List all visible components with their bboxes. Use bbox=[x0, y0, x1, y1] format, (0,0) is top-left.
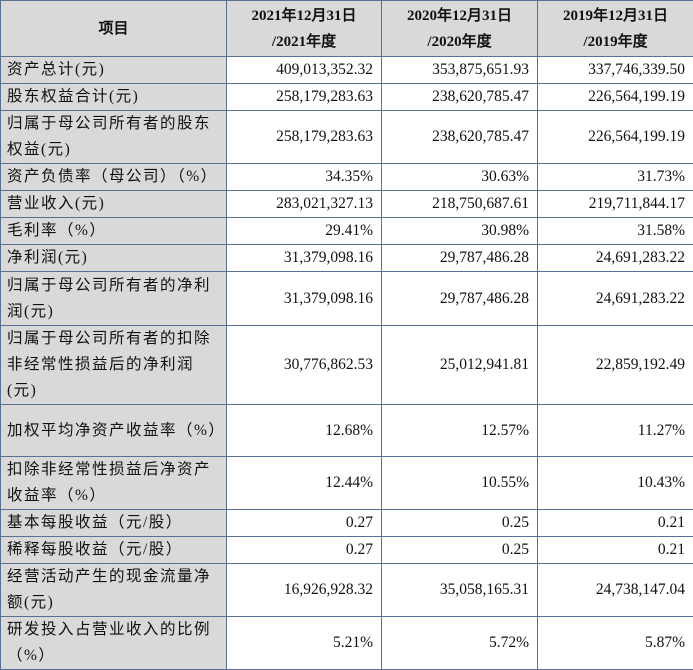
row-label: 基本每股收益（元/股） bbox=[1, 510, 227, 537]
value-2021: 16,926,928.32 bbox=[227, 564, 382, 617]
value-2020: 30.98% bbox=[382, 218, 538, 245]
header-year: /2019年度 bbox=[544, 29, 687, 55]
value-2019: 5.87% bbox=[538, 617, 693, 670]
value-2020: 35,058,165.31 bbox=[382, 564, 538, 617]
value-2019: 0.21 bbox=[538, 537, 693, 564]
row-label: 营业收入(元) bbox=[1, 191, 227, 218]
header-row: 项目 2021年12月31日/2021年度 2020年12月31日/2020年度… bbox=[1, 1, 693, 57]
value-2021: 5.21% bbox=[227, 617, 382, 670]
value-2020: 238,620,785.47 bbox=[382, 84, 538, 111]
value-2020: 25,012,941.81 bbox=[382, 326, 538, 405]
value-2021: 258,179,283.63 bbox=[227, 84, 382, 111]
value-2019: 24,691,283.22 bbox=[538, 245, 693, 272]
value-2019: 22,859,192.49 bbox=[538, 326, 693, 405]
header-2020: 2020年12月31日/2020年度 bbox=[382, 1, 538, 57]
value-2021: 31,379,098.16 bbox=[227, 245, 382, 272]
value-2021: 0.27 bbox=[227, 537, 382, 564]
value-2020: 29,787,486.28 bbox=[382, 245, 538, 272]
value-2019: 31.58% bbox=[538, 218, 693, 245]
value-2020: 10.55% bbox=[382, 457, 538, 510]
value-2019: 24,691,283.22 bbox=[538, 272, 693, 326]
row-label: 资产总计(元) bbox=[1, 57, 227, 84]
value-2020: 0.25 bbox=[382, 537, 538, 564]
value-2021: 0.27 bbox=[227, 510, 382, 537]
row-label: 加权平均净资产收益率（%） bbox=[1, 405, 227, 457]
row-label: 净利润(元) bbox=[1, 245, 227, 272]
value-2020: 0.25 bbox=[382, 510, 538, 537]
header-year: /2021年度 bbox=[233, 29, 375, 55]
value-2021: 31,379,098.16 bbox=[227, 272, 382, 326]
value-2019: 31.73% bbox=[538, 164, 693, 191]
table-row: 扣除非经常性损益后净资产收益率（%）12.44%10.55%10.43% bbox=[1, 457, 693, 510]
value-2021: 283,021,327.13 bbox=[227, 191, 382, 218]
value-2019: 24,738,147.04 bbox=[538, 564, 693, 617]
value-2020: 5.72% bbox=[382, 617, 538, 670]
header-2019: 2019年12月31日/2019年度 bbox=[538, 1, 693, 57]
row-label: 股东权益合计(元) bbox=[1, 84, 227, 111]
row-label: 稀释每股收益（元/股） bbox=[1, 537, 227, 564]
value-2021: 29.41% bbox=[227, 218, 382, 245]
row-label: 归属于母公司所有者的扣除非经常性损益后的净利润(元) bbox=[1, 326, 227, 405]
value-2021: 409,013,352.32 bbox=[227, 57, 382, 84]
value-2020: 30.63% bbox=[382, 164, 538, 191]
row-label: 经营活动产生的现金流量净额(元) bbox=[1, 564, 227, 617]
table-row: 毛利率（%）29.41%30.98%31.58% bbox=[1, 218, 693, 245]
row-label: 研发投入占营业收入的比例（%） bbox=[1, 617, 227, 670]
row-label: 扣除非经常性损益后净资产收益率（%） bbox=[1, 457, 227, 510]
value-2019: 219,711,844.17 bbox=[538, 191, 693, 218]
table-row: 加权平均净资产收益率（%）12.68%12.57%11.27% bbox=[1, 405, 693, 457]
value-2020: 12.57% bbox=[382, 405, 538, 457]
value-2020: 238,620,785.47 bbox=[382, 111, 538, 164]
value-2019: 10.43% bbox=[538, 457, 693, 510]
header-year: /2020年度 bbox=[388, 29, 531, 55]
row-label: 资产负债率（母公司）（%） bbox=[1, 164, 227, 191]
value-2019: 226,564,199.19 bbox=[538, 111, 693, 164]
header-date: 2020年12月31日 bbox=[388, 3, 531, 29]
value-2021: 12.44% bbox=[227, 457, 382, 510]
value-2021: 12.68% bbox=[227, 405, 382, 457]
value-2019: 0.21 bbox=[538, 510, 693, 537]
value-2021: 34.35% bbox=[227, 164, 382, 191]
header-date: 2021年12月31日 bbox=[233, 3, 375, 29]
header-2021: 2021年12月31日/2021年度 bbox=[227, 1, 382, 57]
row-label: 毛利率（%） bbox=[1, 218, 227, 245]
row-label: 归属于母公司所有者的股东权益(元) bbox=[1, 111, 227, 164]
row-label: 归属于母公司所有者的净利润(元) bbox=[1, 272, 227, 326]
header-date: 2019年12月31日 bbox=[544, 3, 687, 29]
value-2019: 11.27% bbox=[538, 405, 693, 457]
value-2020: 29,787,486.28 bbox=[382, 272, 538, 326]
value-2019: 337,746,339.50 bbox=[538, 57, 693, 84]
value-2019: 226,564,199.19 bbox=[538, 84, 693, 111]
value-2021: 30,776,862.53 bbox=[227, 326, 382, 405]
table-row: 研发投入占营业收入的比例（%）5.21%5.72%5.87% bbox=[1, 617, 693, 670]
header-item: 项目 bbox=[1, 1, 227, 57]
value-2020: 353,875,651.93 bbox=[382, 57, 538, 84]
value-2021: 258,179,283.63 bbox=[227, 111, 382, 164]
table-row: 资产负债率（母公司）（%）34.35%30.63%31.73% bbox=[1, 164, 693, 191]
value-2020: 218,750,687.61 bbox=[382, 191, 538, 218]
